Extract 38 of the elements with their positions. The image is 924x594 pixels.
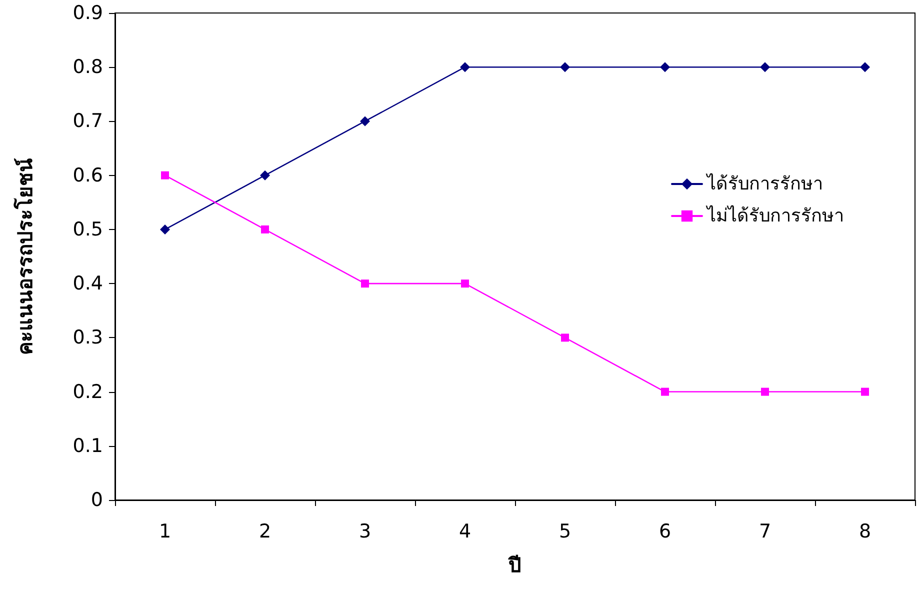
x-axis-title: ปี <box>508 553 522 577</box>
y-tick-label: 0.6 <box>72 164 103 186</box>
y-tick-label: 0.8 <box>72 56 103 78</box>
x-tick-label: 1 <box>158 520 172 542</box>
x-tick-label: 8 <box>858 520 872 542</box>
point <box>761 388 769 396</box>
y-tick-label: 0.9 <box>72 2 103 24</box>
point <box>561 334 569 342</box>
point <box>760 62 770 72</box>
legend-label: ได้รับการรักษา <box>705 172 823 194</box>
y-tick-label: 0.7 <box>72 110 103 132</box>
point <box>361 280 369 288</box>
x-tick-label: 2 <box>258 520 272 542</box>
x-tick-label: 6 <box>658 520 672 542</box>
y-tick-label: 0.5 <box>72 218 103 240</box>
point <box>261 225 269 234</box>
y-tick-label: 0 <box>90 489 103 511</box>
point <box>660 62 670 72</box>
point <box>861 388 869 396</box>
y-axis-title: คะแนนอรรถประโยชน์ <box>13 158 37 355</box>
x-tick-label: 4 <box>458 520 472 542</box>
point <box>661 388 669 396</box>
point <box>360 116 370 126</box>
x-tick-label: 7 <box>758 520 772 542</box>
x-tick-label: 3 <box>358 520 372 542</box>
y-tick-label: 0.2 <box>72 380 103 403</box>
point <box>161 171 169 180</box>
y-tick-label: 0.4 <box>72 272 103 295</box>
y-tick-label: 0.1 <box>72 434 103 457</box>
point <box>460 62 470 72</box>
point <box>560 62 570 72</box>
point <box>160 224 170 234</box>
y-tick-label: 0.3 <box>72 326 103 349</box>
point <box>260 170 270 180</box>
x-tick-label: 5 <box>558 520 572 542</box>
legend-label: ไม่ได้รับการรักษา <box>705 204 844 226</box>
point <box>461 280 469 288</box>
point <box>860 62 870 72</box>
